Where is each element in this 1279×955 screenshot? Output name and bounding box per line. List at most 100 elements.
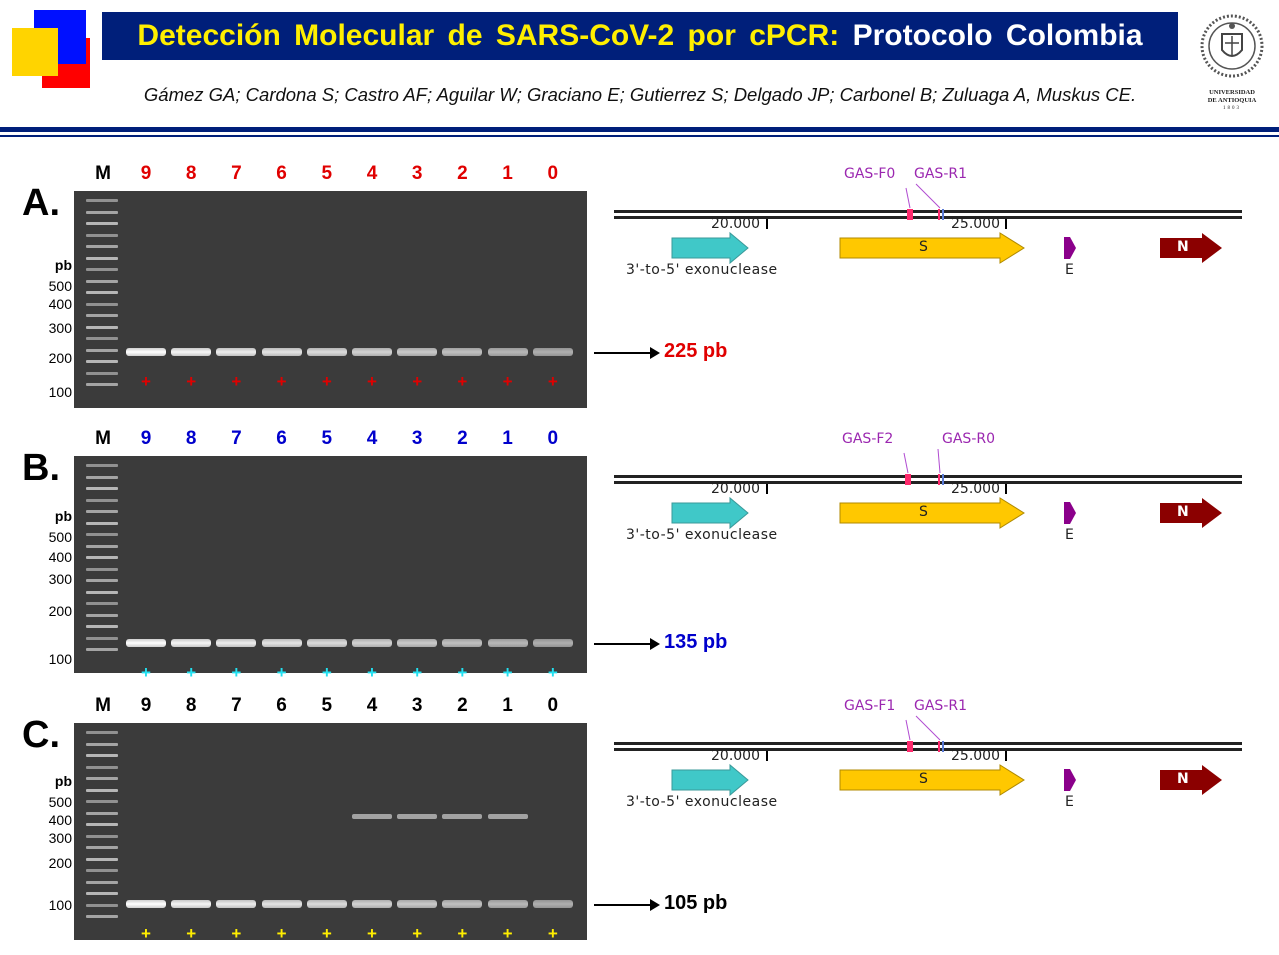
lane-label: 9 — [140, 163, 152, 184]
product-band — [532, 639, 573, 648]
amplicon-size: 225 pb — [664, 339, 728, 362]
genome-map: GAS-F2 GAS-R0 20.000 25.000 3'-to-5' exonucl… — [614, 431, 1244, 571]
ladder-band — [86, 360, 118, 363]
ladder-size-label: 300 — [48, 320, 72, 336]
primer-reverse-line — [915, 715, 941, 741]
positive-mark: + — [502, 371, 513, 391]
genome-strand-top — [614, 475, 1242, 478]
primer-forward-line — [905, 719, 911, 741]
ladder-band — [86, 811, 118, 815]
lane-label: 2 — [457, 163, 468, 184]
positive-mark: + — [412, 371, 423, 391]
page-title: Detección Molecular de SARS-CoV-2 por cP… — [102, 12, 1178, 60]
product-band — [352, 899, 392, 908]
exonuclease-label: 3'-to-5' exonuclease — [626, 794, 778, 810]
positive-mark: + — [547, 663, 558, 683]
product-band — [442, 347, 483, 356]
ladder-band — [86, 567, 118, 571]
primer-reverse-line — [915, 183, 941, 209]
lane-label: 8 — [185, 163, 197, 184]
ladder-band — [86, 279, 118, 283]
positive-mark: + — [412, 663, 423, 683]
product-band — [216, 347, 257, 356]
genome-map-graphic — [614, 448, 1242, 530]
ladder-band — [86, 256, 118, 260]
n-gene-label: N — [1177, 771, 1189, 787]
lane-label: 4 — [366, 695, 378, 716]
product-band — [261, 899, 302, 908]
lane-label: 8 — [185, 695, 197, 716]
lane-label: 3 — [411, 163, 423, 184]
ladder-band — [86, 731, 118, 734]
tick-mark-left — [766, 219, 768, 229]
positive-mark: + — [321, 923, 332, 943]
ladder-band — [86, 302, 118, 306]
exonuclease-gene-arrow — [671, 763, 749, 797]
positive-mark: + — [367, 923, 377, 943]
product-band — [261, 347, 302, 356]
lane-label: 9 — [140, 695, 152, 716]
ladder-band — [86, 464, 118, 467]
primer-reverse-site-2 — [942, 474, 944, 485]
ladder-band — [86, 337, 118, 340]
ladder-band — [86, 880, 118, 884]
lane-label: 3 — [411, 428, 423, 449]
secondary-band — [442, 813, 483, 819]
positive-mark: + — [367, 663, 377, 683]
ladder-size-label: 500 — [48, 794, 72, 810]
lane-label: 0 — [547, 163, 559, 184]
ladder-size-label: 300 — [48, 830, 72, 846]
ladder-band — [86, 846, 118, 849]
ladder-size-label: 200 — [48, 603, 72, 619]
ladder-band — [86, 765, 118, 769]
positive-mark: + — [186, 663, 197, 683]
tick-label-right: 25.000 — [951, 481, 1000, 497]
lane-label: 6 — [276, 695, 287, 716]
gel-image — [74, 723, 587, 940]
panel-letter: C. — [22, 714, 60, 756]
lane-label: 7 — [231, 163, 242, 184]
ladder-band — [86, 510, 118, 513]
product-band — [126, 899, 166, 908]
ladder-band — [86, 245, 118, 248]
panel-a: A. M 9 8 7 6 5 4 3 2 1 0 + + + + + + + + + + pb 500 400 300 200 100… — [0, 160, 1279, 420]
ladder-size-label: 200 — [48, 350, 72, 366]
primer-reverse-site-2 — [942, 209, 944, 220]
product-band — [532, 347, 573, 356]
ladder-band — [86, 487, 118, 490]
product-band — [216, 639, 257, 648]
amplicon-arrow — [594, 638, 660, 651]
ladder-band — [86, 475, 118, 479]
product-band — [171, 347, 212, 356]
positive-mark: + — [412, 923, 423, 943]
lane-label-marker: M — [95, 428, 111, 449]
lane-label: 6 — [276, 163, 287, 184]
positive-mark: + — [231, 371, 242, 391]
primer-reverse-label: GAS-R0 — [942, 431, 995, 447]
positive-mark: + — [276, 663, 287, 683]
amplicon-size: 105 pb — [664, 891, 728, 914]
pb-unit-label: pb — [54, 508, 72, 524]
lane-label: 9 — [140, 428, 152, 449]
amplicon-arrow — [594, 898, 660, 911]
n-gene-arrow — [1160, 233, 1222, 263]
title-suffix: Protocolo Colombia — [852, 19, 1143, 52]
e-gene-arrow — [1064, 237, 1076, 259]
ladder-band — [86, 625, 118, 628]
tick-mark-left — [766, 484, 768, 494]
lane-label: 2 — [457, 428, 468, 449]
ladder-band — [86, 742, 118, 746]
product-band — [442, 639, 483, 648]
s-gene-arrow — [839, 497, 1025, 529]
primer-reverse-site — [938, 209, 940, 220]
secondary-band — [397, 813, 438, 819]
lane-label: 0 — [547, 695, 559, 716]
authors-line: Gámez GA; Cardona S; Castro AF; Aguilar … — [143, 84, 1137, 105]
lane-label: 5 — [321, 428, 333, 449]
ladder-band — [86, 544, 118, 548]
secondary-band — [487, 813, 528, 819]
lane-label: 0 — [547, 428, 559, 449]
university-line1: UNIVERSIDAD — [1209, 89, 1255, 96]
amplicon-arrow — [594, 346, 660, 359]
positive-mark: + — [457, 663, 468, 683]
